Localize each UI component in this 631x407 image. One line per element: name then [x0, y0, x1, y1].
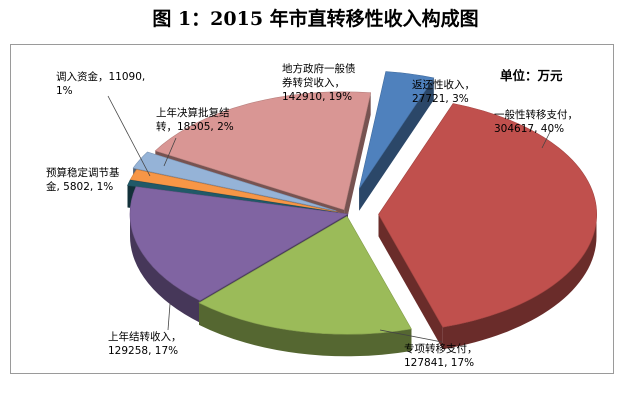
- slice-label-line: 返还性收入，: [412, 78, 475, 91]
- slice-top-face: [378, 103, 598, 328]
- slice-edge-wall: [359, 77, 434, 211]
- slice-top-face: [154, 91, 372, 211]
- slice-label: 上年结转收入， 129258, 17%: [108, 330, 182, 357]
- slice-label-line: 一般性转移支付，: [494, 108, 578, 121]
- slice-side-wall: [199, 302, 412, 357]
- slice-top-face: [127, 179, 340, 214]
- slice-label-line: 地方政府一般债: [282, 62, 356, 75]
- slice-label-line: 预算稳定调节基: [46, 166, 120, 179]
- slice-top-face: [132, 151, 337, 212]
- pie-slice-一般性转移支付: [378, 103, 598, 350]
- slice-label-line: 调入资金，11090,: [56, 70, 145, 83]
- slice-label: 上年决算批复结转，18505, 2%: [156, 106, 234, 133]
- leader-line: [541, 129, 552, 149]
- slice-label-line: 127841, 17%: [404, 357, 474, 369]
- slice-label: 返还性收入， 27721, 3%: [412, 78, 475, 105]
- slice-label: 调入资金，11090, 1%: [56, 70, 145, 97]
- slice-label-line: 上年决算批复结: [156, 106, 230, 119]
- slice-label: 地方政府一般债券转贷收入， 142910, 19%: [282, 62, 356, 103]
- slice-label-line: 专项转移支付，: [404, 342, 478, 355]
- slice-label-line: 转，18505, 2%: [156, 120, 234, 133]
- slice-label-line: 129258, 17%: [108, 345, 178, 357]
- slice-label: 预算稳定调节基金, 5802, 1%: [46, 166, 120, 193]
- slice-label: 一般性转移支付， 304617, 40%: [494, 108, 578, 135]
- slice-label-line: 304617, 40%: [494, 123, 564, 135]
- leader-line: [379, 329, 443, 343]
- slice-label-line: 142910, 19%: [282, 91, 352, 103]
- slice-label-line: 1%: [56, 85, 73, 97]
- slice-edge-wall: [344, 92, 371, 232]
- unit-label: 单位：万元: [500, 68, 563, 83]
- slice-label-line: 上年结转收入，: [108, 330, 182, 343]
- chart-title: 图 1：2015 年市直转移性收入构成图: [152, 8, 479, 30]
- slice-label-line: 27721, 3%: [412, 93, 469, 105]
- leader-line: [163, 137, 177, 167]
- leader-line: [107, 95, 151, 177]
- slice-label-line: 券转贷收入，: [282, 76, 345, 89]
- slice-top-face: [129, 169, 340, 213]
- slice-top-face: [358, 71, 435, 189]
- chart-frame: [10, 44, 614, 374]
- slice-side-wall: [129, 214, 200, 323]
- slice-label: 专项转移支付， 127841, 17%: [404, 342, 478, 369]
- slice-side-wall: [442, 214, 597, 350]
- pie-slice-返还性收入: [358, 71, 435, 211]
- slice-label-line: 金, 5802, 1%: [46, 180, 113, 193]
- slice-edge-wall: [378, 214, 443, 350]
- leader-line: [167, 303, 171, 331]
- slice-top-face: [129, 186, 349, 301]
